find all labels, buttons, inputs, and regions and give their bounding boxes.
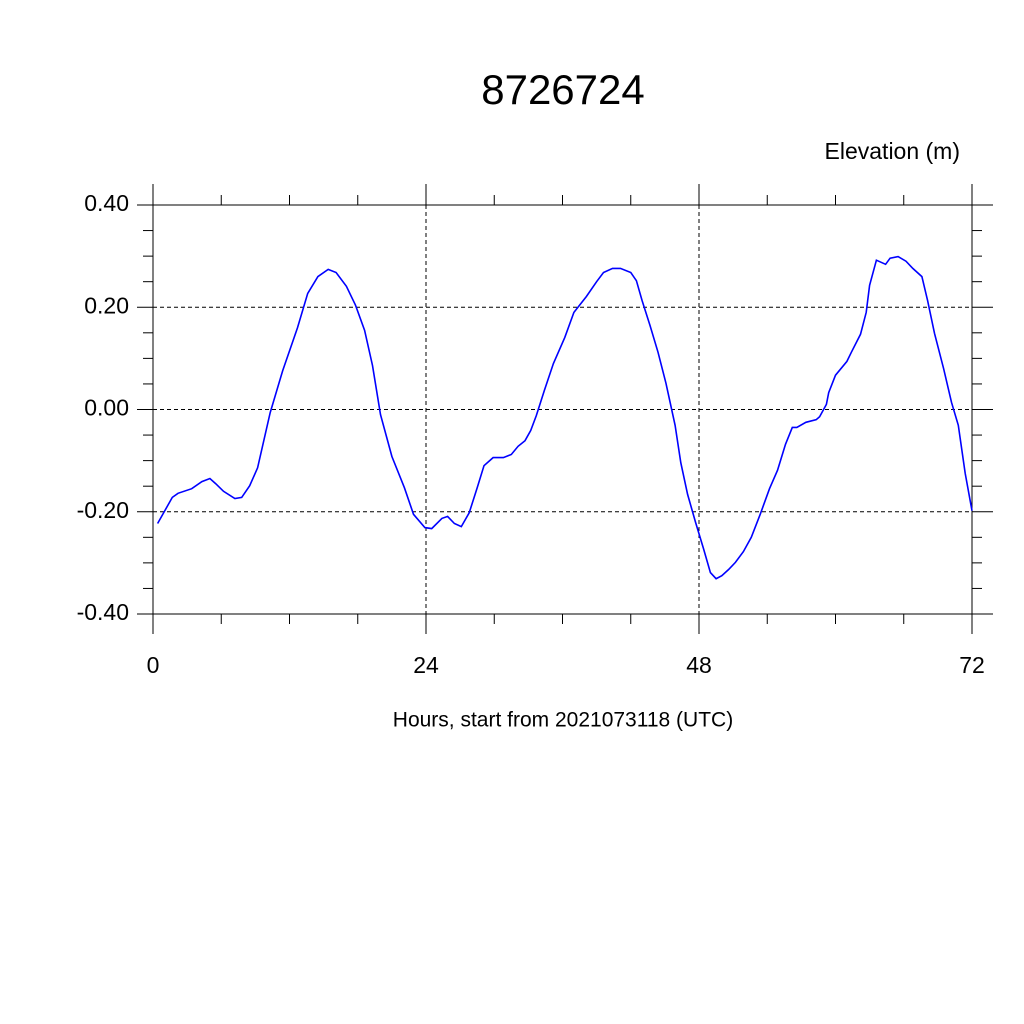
chart-title: 8726724 bbox=[481, 66, 645, 113]
y-tick-label: -0.20 bbox=[77, 497, 129, 523]
x-tick-label: 72 bbox=[959, 652, 985, 678]
series-line bbox=[156, 255, 973, 580]
x-axis-label: Hours, start from 2021073118 (UTC) bbox=[393, 709, 733, 732]
y-tick-label: 0.20 bbox=[84, 292, 129, 318]
x-tick-label: 24 bbox=[413, 652, 439, 678]
y-axis-label: Elevation (m) bbox=[825, 138, 960, 164]
x-tick-label: 48 bbox=[686, 652, 712, 678]
x-tick-label: 0 bbox=[147, 652, 160, 678]
y-tick-label: 0.00 bbox=[84, 395, 129, 421]
y-tick-label: -0.40 bbox=[77, 599, 129, 625]
y-tick-label: 0.40 bbox=[84, 190, 129, 216]
